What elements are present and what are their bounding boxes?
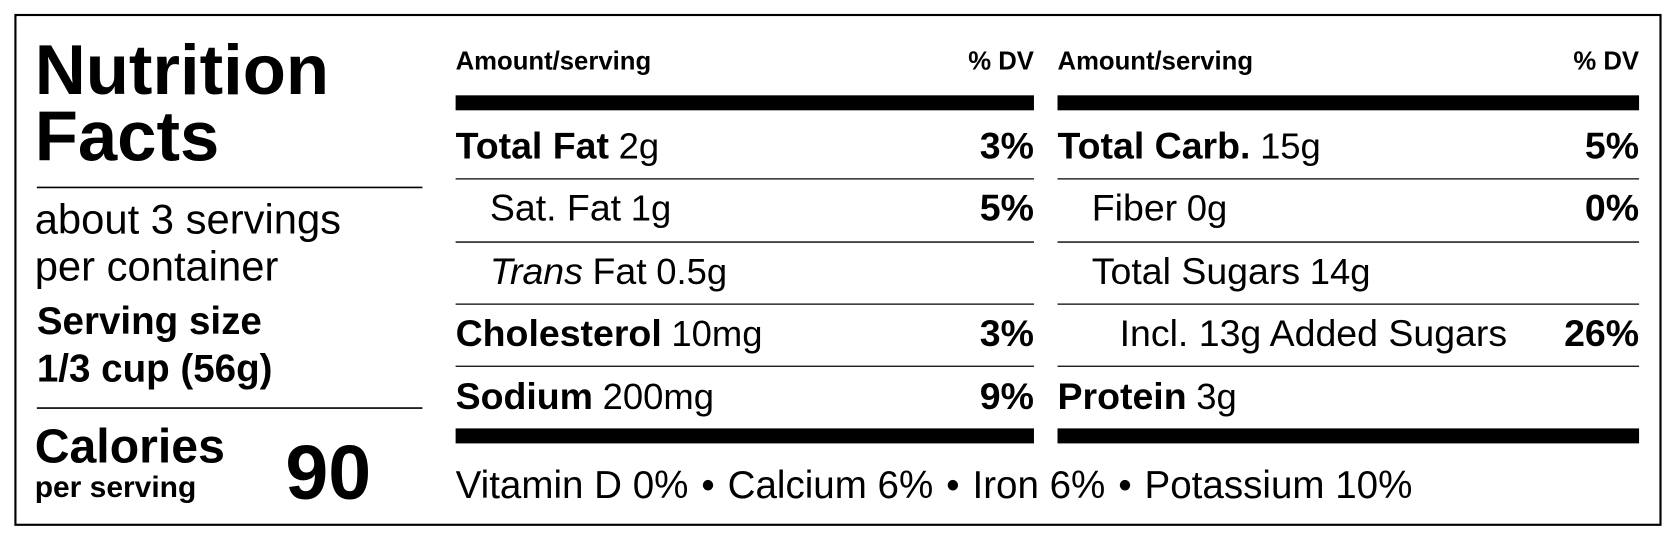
header-dv: % DV	[1573, 48, 1639, 76]
header-amount: Amount/serving	[456, 48, 652, 76]
nutrient-dv: 5%	[980, 187, 1034, 229]
separator: •	[1118, 464, 1132, 507]
nutrient-name: Fiber	[1092, 187, 1177, 229]
nutrient-amount: 14g	[1310, 251, 1371, 292]
servings-text: per container	[35, 243, 279, 290]
nutrient-row: Cholesterol 10mg	[456, 312, 763, 354]
thick-bar	[455, 428, 1034, 444]
calories-value: 90	[285, 430, 371, 516]
vitamin: Iron 6%	[972, 464, 1105, 507]
nutrient-dv: 0%	[1585, 187, 1639, 229]
serving-size-value: 1/3 cup (56g)	[37, 347, 273, 390]
nutrient-amount: 1g	[631, 188, 672, 229]
servings-text: about 3 servings	[35, 195, 341, 242]
label-border	[14, 13, 1662, 526]
nutrient-name: Protein	[1058, 375, 1187, 417]
nutrient-name: Sat. Fat	[490, 187, 622, 229]
vitamin: Vitamin D 0%	[456, 464, 689, 507]
nutrient-amount: 15g	[1260, 126, 1321, 167]
nutrient-row: Total Sugars 14g	[1092, 250, 1371, 292]
nutrient-name: Sodium	[456, 375, 593, 417]
vitamin: Calcium 6%	[728, 464, 934, 507]
nutrient-amount: 0g	[1187, 188, 1228, 229]
vitamins-line: Vitamin D 0% • Calcium 6% • Iron 6% • Potassiu…	[456, 464, 1413, 507]
vitamin: Potassium 10%	[1145, 464, 1413, 507]
header-dv: % DV	[968, 48, 1034, 76]
nutrient-row: Sodium 200mg	[456, 375, 714, 417]
nutrient-name: Total Sugars	[1092, 250, 1300, 292]
nutrient-amount: 200mg	[603, 376, 714, 417]
nutrient-amount: 0.5g	[656, 251, 727, 292]
nutrient-dv: 9%	[980, 375, 1034, 417]
nutrient-row: Total Carb. 15g	[1058, 125, 1321, 167]
title-line: Facts	[35, 97, 220, 176]
thick-bar	[1057, 428, 1640, 444]
nutrient-row: Protein 3g	[1058, 375, 1237, 417]
nutrient-name: Total Carb.	[1058, 125, 1251, 167]
nutrient-name: Fat	[593, 250, 648, 292]
nutrient-row: Total Fat 2g	[456, 125, 659, 167]
nutrient-name: Incl. 13g Added Sugars	[1120, 312, 1507, 354]
nutrient-dv: 5%	[1585, 125, 1639, 167]
nutrient-row: Sat. Fat 1g	[490, 187, 671, 229]
calories-label: Calories	[35, 420, 225, 474]
nutrient-amount: 2g	[619, 126, 660, 167]
thick-bar	[455, 95, 1034, 111]
nutrient-dv: 3%	[980, 312, 1034, 354]
serving-size-label: Serving size	[37, 300, 262, 343]
nutrient-name-italic: Trans	[490, 250, 583, 292]
nutrient-row: Fiber 0g	[1092, 187, 1228, 229]
thick-bar	[1057, 95, 1640, 111]
title-line: Nutrition	[35, 30, 329, 109]
nutrient-name: Cholesterol	[456, 312, 662, 354]
nutrient-row: Incl. 13g Added Sugars	[1120, 312, 1507, 354]
separator: •	[701, 464, 715, 507]
header-amount: Amount/serving	[1058, 48, 1254, 76]
nutrient-name: Total Fat	[456, 125, 610, 167]
nutrient-row: Trans Fat 0.5g	[490, 250, 727, 292]
nutrient-dv: 3%	[980, 125, 1034, 167]
nutrient-dv: 26%	[1564, 312, 1639, 354]
nutrient-amount: 10mg	[671, 313, 762, 354]
separator: •	[946, 464, 960, 507]
calories-sublabel: per serving	[35, 471, 197, 504]
nutrient-amount: 3g	[1196, 376, 1237, 417]
